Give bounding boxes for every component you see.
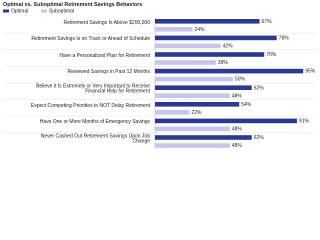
category-label: Retirement Savings Is Above $200,000 xyxy=(63,19,150,26)
category-label: Have One or More Months of Emergency Sav… xyxy=(39,119,150,126)
value-label: 62% xyxy=(254,135,265,141)
bar xyxy=(155,60,216,65)
legend-label: Suboptimal xyxy=(49,9,74,15)
bar xyxy=(155,76,233,82)
value-label: 70% xyxy=(266,52,277,58)
value-label: 54% xyxy=(241,102,252,108)
bar xyxy=(155,27,193,32)
legend-swatch xyxy=(3,9,9,13)
bar xyxy=(155,110,190,115)
bar xyxy=(155,126,230,132)
value-label: 62% xyxy=(254,85,265,91)
legend-label: Optimal xyxy=(11,9,28,15)
value-label: 48% xyxy=(232,93,243,99)
bar xyxy=(155,135,252,140)
bar xyxy=(155,43,221,49)
value-label: 95% xyxy=(305,69,316,75)
category-label: Believe it Is Extremely or Very Importan… xyxy=(36,83,150,95)
category-label: Never Cashed Out Retirement Savings Upon… xyxy=(40,133,150,145)
value-label: 50% xyxy=(235,77,246,83)
bar xyxy=(155,35,277,41)
bar xyxy=(155,19,260,24)
value-label: 39% xyxy=(218,60,229,66)
bar xyxy=(155,93,230,98)
page: {"chart_data": {"type": "bar", "orientat… xyxy=(3,1,316,150)
bar xyxy=(155,118,297,124)
value-label: 48% xyxy=(232,127,243,133)
bar xyxy=(155,85,252,90)
value-label: 42% xyxy=(223,44,234,50)
category-label: Expect Competing Priorities to NOT Delay… xyxy=(30,102,150,109)
value-label: 24% xyxy=(194,27,205,33)
chart-title: Optimal vs. Suboptimal Retirement Saving… xyxy=(3,2,142,8)
value-label: 48% xyxy=(232,143,243,149)
bar xyxy=(155,143,230,148)
bar xyxy=(155,68,304,74)
value-label: 91% xyxy=(299,119,310,125)
legend-swatch xyxy=(41,9,47,13)
value-label: 67% xyxy=(262,19,273,25)
bar xyxy=(155,52,265,57)
bar xyxy=(155,102,240,107)
category-label: Retirement Savings Is on Track or Ahead … xyxy=(31,36,150,43)
value-label: 78% xyxy=(279,36,290,42)
value-label: 22% xyxy=(191,110,202,116)
chart: Optimal vs. Suboptimal Retirement Saving… xyxy=(3,2,316,149)
category-label: Have a Personalized Plan for Retirement xyxy=(59,52,150,59)
category-label: Reviewed Savings in Past 12 Months xyxy=(67,69,150,76)
